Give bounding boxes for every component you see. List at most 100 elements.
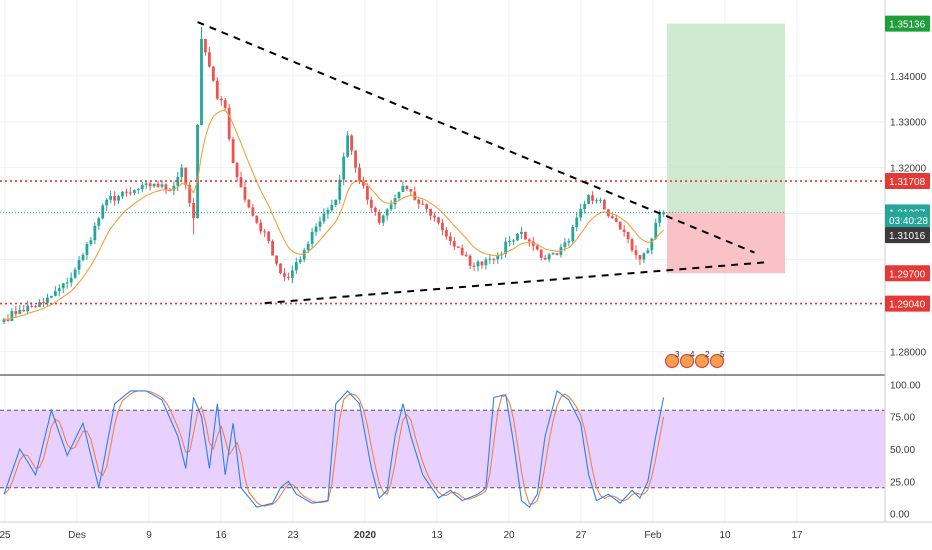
candle-body (322, 213, 326, 222)
candle-body (287, 276, 290, 278)
candle-body (267, 231, 271, 242)
candle-body (188, 185, 192, 204)
candle-body (283, 273, 286, 277)
candle-body (524, 231, 527, 240)
candle-body (132, 190, 136, 193)
stoch-tick-label: 0.00 (890, 510, 910, 521)
candle-body (275, 255, 278, 264)
candle-body (543, 257, 547, 260)
price-tags: 1.351361.317081.3102703:40:281.310161.29… (885, 15, 930, 312)
candle-body (662, 212, 666, 215)
stoch-tick-label: 75.00 (890, 413, 915, 424)
candle-body (441, 222, 444, 231)
candle-body (89, 240, 93, 245)
candle-body (30, 305, 34, 307)
candle-body (298, 259, 302, 263)
candle-body (460, 247, 464, 255)
candle-body (85, 244, 89, 255)
price-tick-label: 1.28000 (890, 347, 927, 358)
candle-body (271, 241, 274, 256)
time-tick-label: 10 (719, 530, 731, 541)
stoch-tick-label: 25.00 (890, 477, 915, 488)
candle-body (279, 263, 282, 274)
time-tick-label: 25 (0, 530, 11, 541)
stoch-axis: 100.00 75.00 50.00 25.00 0.00 (890, 380, 921, 520)
candle-body (243, 187, 247, 200)
candle-body (219, 98, 223, 101)
candle-body (314, 226, 318, 232)
candle-body (512, 240, 515, 242)
price-tag (885, 211, 930, 228)
candle-body (125, 191, 128, 193)
candle-body (14, 311, 18, 315)
time-tick-label: Des (68, 530, 86, 541)
candle-body (196, 124, 199, 219)
candle-body (235, 163, 239, 178)
candle-body (263, 231, 267, 233)
price-tag (885, 295, 930, 312)
candle-body (46, 297, 49, 304)
event-flag-icon (664, 353, 680, 369)
candle-body (417, 199, 421, 204)
candle-body (362, 180, 365, 186)
candle-body (563, 242, 567, 248)
price-tick-label: 1.34000 (890, 72, 927, 83)
candle-body (551, 253, 555, 255)
candle-body (452, 241, 456, 247)
candle-body (42, 302, 45, 304)
candle-body (397, 192, 401, 199)
candle-body (567, 241, 571, 243)
price-tick-label: 1.32000 (890, 164, 927, 175)
price-tag-label: 1.35136 (889, 20, 926, 31)
candle-body (160, 184, 164, 187)
candle-body (73, 269, 77, 278)
candle-body (366, 185, 369, 200)
ema-line (3, 109, 664, 321)
candle-body (484, 259, 488, 266)
time-axis: 25 Des 9 16 23 2020 13 20 27 Feb 10 17 (0, 530, 803, 541)
candle-body (433, 215, 436, 218)
candle-body (81, 254, 85, 261)
candle-body (223, 100, 227, 108)
candle-body (591, 195, 594, 201)
candle-body (290, 270, 294, 278)
candle-body (496, 254, 500, 260)
time-tick-label: 16 (215, 530, 227, 541)
candle-body (555, 253, 559, 255)
time-tick-label: 20 (503, 530, 515, 541)
candle-body (381, 215, 385, 223)
candle-body (468, 255, 472, 266)
candle-body (22, 310, 26, 312)
candle-body (421, 203, 425, 205)
candle-body (227, 107, 231, 140)
time-tick-label: Feb (644, 530, 662, 541)
candle-body (595, 200, 598, 202)
candle-body (618, 221, 622, 230)
candle-body (476, 261, 480, 267)
target-zone (667, 23, 785, 213)
candle-body (405, 186, 409, 190)
candle-body (429, 208, 432, 216)
candle-body (603, 199, 606, 210)
candle-body (358, 167, 361, 181)
candle-body (622, 229, 626, 232)
event-markers[interactable]: 3 4 2 5 (664, 350, 726, 369)
candle-body (2, 319, 6, 322)
time-tick-label: 9 (146, 530, 152, 541)
candle-body (579, 208, 583, 218)
upper-trendline (197, 21, 755, 254)
candle-body (239, 177, 243, 188)
candle-body (192, 203, 195, 219)
candle-body (527, 239, 531, 242)
event-count: 2 (705, 350, 710, 359)
stoch-band (0, 410, 885, 488)
candle-body (10, 311, 14, 322)
candle-body (346, 135, 350, 157)
candle-body (654, 222, 658, 239)
candle-body (539, 249, 543, 258)
candle-body (401, 186, 405, 193)
candle-body (409, 189, 413, 192)
candles (2, 26, 666, 325)
candle-body (259, 222, 263, 232)
candle-body (642, 253, 646, 260)
